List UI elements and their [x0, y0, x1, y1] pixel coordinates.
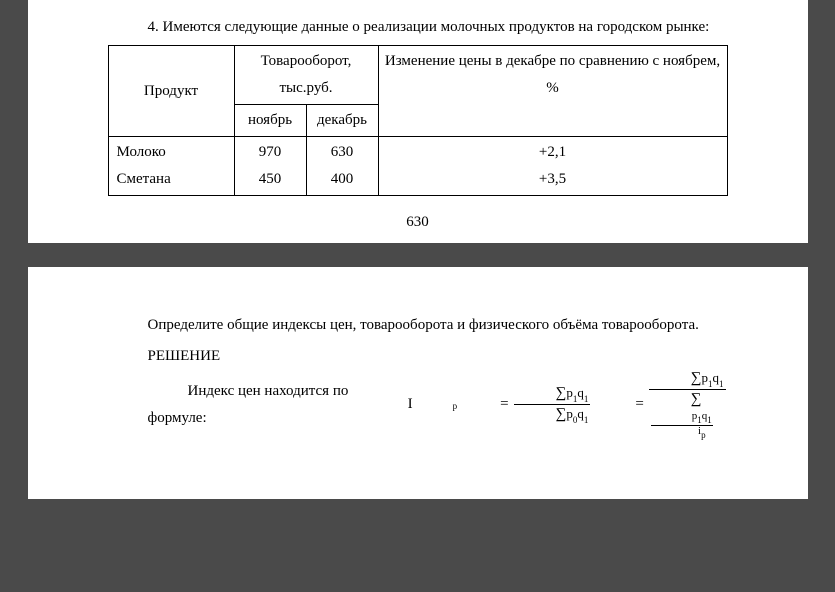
- inner-numerator: p1q1: [651, 411, 713, 426]
- task-paragraph: Определите общие индексы цен, товарообор…: [108, 312, 728, 339]
- fraction-2: ∑p1q1 ∑ p1q1 ip: [649, 370, 726, 439]
- cell-value: 630: [313, 139, 372, 166]
- numerator: ∑p1q1: [514, 385, 591, 405]
- cell-nov: 970 450: [234, 137, 306, 196]
- formula-sub-p: p: [413, 398, 458, 414]
- inner-fraction: p1q1 ip: [651, 411, 713, 439]
- cell-value: +2,1: [385, 139, 721, 166]
- cell-dec: 630 400: [306, 137, 378, 196]
- header-december: декабрь: [306, 105, 378, 137]
- inner-denominator: ip: [657, 426, 707, 440]
- formula-intro-text: Индекс цен находится по формуле:: [108, 378, 364, 432]
- cell-value: 970: [241, 139, 300, 166]
- cell-value: 450: [241, 166, 300, 193]
- page-upper: 4. Имеются следующие данные о реализации…: [28, 0, 808, 243]
- equals-sign: =: [595, 391, 643, 418]
- cell-value: +3,5: [385, 166, 721, 193]
- formula-expression: Ip = ∑p1q1 ∑p0q1 = ∑p1q1 ∑ p1q1 ip: [368, 370, 728, 439]
- data-table: Продукт Товарооборот, тыс.руб. Изменение…: [108, 45, 728, 196]
- header-product: Продукт: [108, 46, 234, 137]
- header-turnover: Товарооборот, тыс.руб.: [234, 46, 378, 105]
- denominator: ∑p0q1: [514, 405, 591, 424]
- table-row: Молоко Сметана 970 450 630 400 +2,1 +3,5: [108, 137, 727, 196]
- intro-paragraph: 4. Имеются следующие данные о реализации…: [108, 14, 728, 41]
- table-header-row-1: Продукт Товарооборот, тыс.руб. Изменение…: [108, 46, 727, 105]
- numerator: ∑p1q1: [649, 370, 726, 390]
- product-name: Сметана: [117, 166, 228, 193]
- cell-change: +2,1 +3,5: [378, 137, 727, 196]
- page-lower: Определите общие индексы цен, товарообор…: [28, 267, 808, 499]
- header-november: ноябрь: [234, 105, 306, 137]
- formula-symbol-I: I: [368, 391, 413, 418]
- header-change: Изменение цены в декабре по сравнению с …: [378, 46, 727, 137]
- formula-line: Индекс цен находится по формуле: Ip = ∑p…: [108, 370, 728, 439]
- page-number: 630: [108, 214, 728, 231]
- cell-value: 400: [313, 166, 372, 193]
- solution-heading: РЕШЕНИЕ: [108, 343, 728, 370]
- product-name: Молоко: [117, 139, 228, 166]
- fraction-1: ∑p1q1 ∑p0q1: [514, 385, 591, 424]
- denominator: ∑ p1q1 ip: [649, 390, 726, 440]
- cell-products: Молоко Сметана: [108, 137, 234, 196]
- equals-sign: =: [460, 391, 508, 418]
